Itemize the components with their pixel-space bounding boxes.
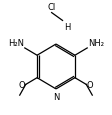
Text: N: N bbox=[53, 92, 59, 101]
Text: H: H bbox=[64, 22, 70, 31]
Text: NH₂: NH₂ bbox=[88, 39, 104, 47]
Text: Cl: Cl bbox=[47, 3, 56, 12]
Text: O: O bbox=[87, 80, 93, 89]
Text: O: O bbox=[18, 80, 25, 89]
Text: H₂N: H₂N bbox=[8, 39, 24, 47]
